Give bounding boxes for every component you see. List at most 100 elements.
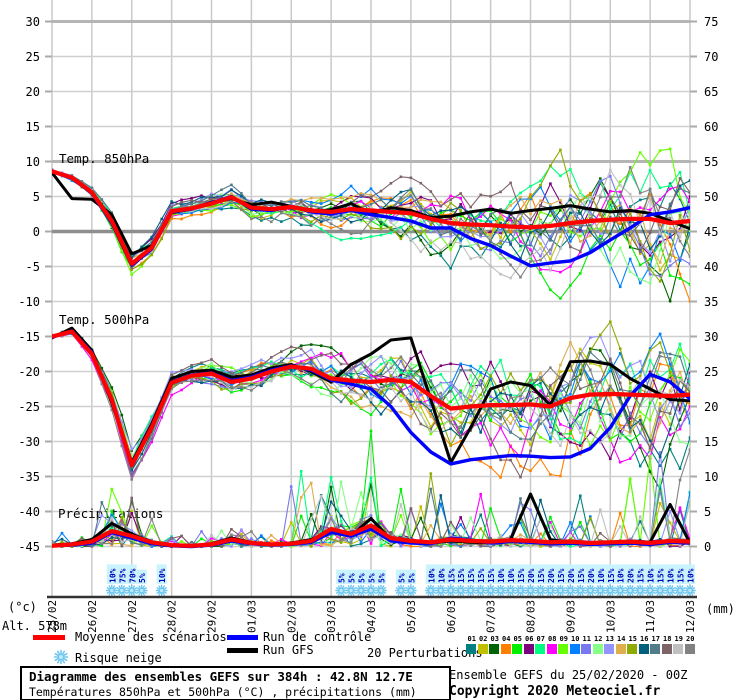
snowflake-icon (554, 584, 567, 597)
svg-text:01/03: 01/03 (245, 600, 258, 633)
perturbation-legend-item: 18 (661, 635, 674, 654)
perturbation-color-swatch (661, 644, 672, 654)
svg-text:20%: 20% (587, 568, 596, 583)
svg-text:5%: 5% (368, 573, 377, 583)
snowflake-icon (494, 584, 507, 597)
panel-label: Temp. 850hPa (59, 151, 149, 166)
svg-text:15%: 15% (677, 568, 686, 583)
run-info: Ensemble GEFS du 25/02/2020 - 00Z (449, 668, 688, 682)
svg-text:75: 75 (704, 15, 718, 29)
svg-text:-10: -10 (18, 295, 40, 309)
snowflake-icon (634, 584, 647, 597)
svg-text:10%: 10% (507, 568, 516, 583)
svg-text:02/03: 02/03 (285, 600, 298, 633)
perturbation-number: 01 (467, 635, 476, 643)
perturbation-color-swatch (615, 644, 626, 654)
svg-text:10%: 10% (617, 568, 626, 583)
svg-text:10%: 10% (108, 568, 117, 583)
perturbation-number: 06 (525, 635, 534, 643)
snowflake-icon (654, 584, 666, 597)
snowflake-icon (664, 584, 676, 597)
snowflake-icon (454, 584, 467, 597)
perturbation-legend-item: 16 (638, 635, 651, 654)
svg-text:29/02: 29/02 (206, 600, 219, 633)
altitude-label: Alt. 578m (2, 619, 68, 633)
perturbation-legend-item: 04 (500, 635, 513, 654)
diagram-subtitle: Températures 850hPa et 500hPa (°C) , pré… (29, 685, 417, 699)
svg-text:5%: 5% (377, 573, 386, 583)
svg-text:70: 70 (704, 50, 718, 64)
legend-snow-label: Risque neige (75, 651, 162, 665)
perturbation-legend-item: 12 (592, 635, 605, 654)
snowflake-icon (365, 584, 377, 597)
svg-text:10%: 10% (427, 568, 436, 583)
svg-text:20%: 20% (567, 568, 576, 583)
svg-text:5%: 5% (407, 573, 416, 583)
perturbation-legend-item: 09 (558, 635, 570, 654)
svg-text:-15: -15 (18, 330, 40, 344)
svg-text:0: 0 (33, 225, 40, 239)
svg-text:06/03: 06/03 (445, 600, 458, 633)
svg-text:20: 20 (704, 400, 718, 414)
svg-text:28/02: 28/02 (166, 600, 179, 633)
svg-text:15%: 15% (447, 568, 456, 583)
svg-text:-35: -35 (18, 470, 40, 484)
perturbation-legend-item: 07 (535, 635, 547, 654)
perturbation-legend-item: 06 (523, 635, 536, 654)
title-box: Diagramme des ensembles GEFS sur 384h : … (20, 666, 451, 700)
snowflake-icon (345, 584, 357, 597)
snowflake-icon (105, 584, 118, 597)
svg-text:65: 65 (704, 85, 718, 99)
svg-text:10%: 10% (687, 568, 696, 583)
svg-text:27/02: 27/02 (126, 600, 139, 633)
perturbation-number: 14 (617, 635, 626, 643)
perturbation-legend-item: 10 (569, 635, 582, 654)
svg-text:-45: -45 (18, 540, 40, 554)
perturbation-color-swatch (638, 644, 649, 654)
svg-text:20%: 20% (547, 568, 556, 583)
svg-text:20%: 20% (527, 568, 536, 583)
snowflake-icon (484, 584, 497, 597)
perturbation-number: 05 (513, 635, 522, 643)
perturbation-number: 18 (663, 635, 672, 643)
snowflake-icon (404, 584, 417, 597)
svg-text:03/03: 03/03 (325, 600, 338, 633)
perturbation-legend-item: 15 (627, 635, 639, 654)
svg-text:15%: 15% (637, 568, 646, 583)
svg-text:-40: -40 (18, 505, 40, 519)
perturbation-legend-item: 11 (581, 635, 593, 654)
perturbation-number: 19 (674, 635, 683, 643)
perturbation-color-swatch (604, 644, 614, 654)
snowflake-icon (594, 584, 607, 597)
snowflake-icon (574, 584, 587, 597)
svg-text:05/03: 05/03 (405, 600, 418, 633)
snowflake-icon (444, 584, 457, 597)
perturbation-number: 04 (502, 635, 511, 643)
svg-text:5%: 5% (138, 573, 147, 583)
svg-text:10: 10 (704, 470, 718, 484)
legend-perturbations-label: 20 Perturbations (367, 646, 483, 660)
snowflake-icon (355, 584, 367, 597)
svg-text:12/03: 12/03 (684, 600, 697, 633)
perturbation-number: 08 (548, 635, 557, 643)
svg-text:45: 45 (704, 225, 718, 239)
perturbation-color-swatch (650, 644, 660, 654)
snowflake-icon (53, 649, 69, 665)
perturbation-legend-strip: 01 02 03 04 05 06 07 08 09 10 11 12 13 14 15 16 17 18 19 20 (466, 635, 698, 654)
svg-text:55: 55 (704, 155, 718, 169)
svg-text:25: 25 (704, 365, 718, 379)
perturbation-legend-item: 19 (673, 635, 685, 654)
perturbation-legend-item: 13 (604, 635, 616, 654)
perturbation-color-swatch (489, 644, 499, 654)
svg-text:15: 15 (26, 120, 40, 134)
perturbation-number: 09 (559, 635, 568, 643)
perturbation-color-swatch (546, 644, 557, 654)
snowflake-icon (614, 584, 627, 597)
svg-text:15%: 15% (577, 568, 586, 583)
perturbation-color-swatch (684, 644, 695, 654)
snowflake-icon (584, 584, 597, 597)
perturbation-number: 11 (582, 635, 591, 643)
perturbation-number: 10 (571, 635, 580, 643)
svg-text:70%: 70% (128, 568, 137, 583)
